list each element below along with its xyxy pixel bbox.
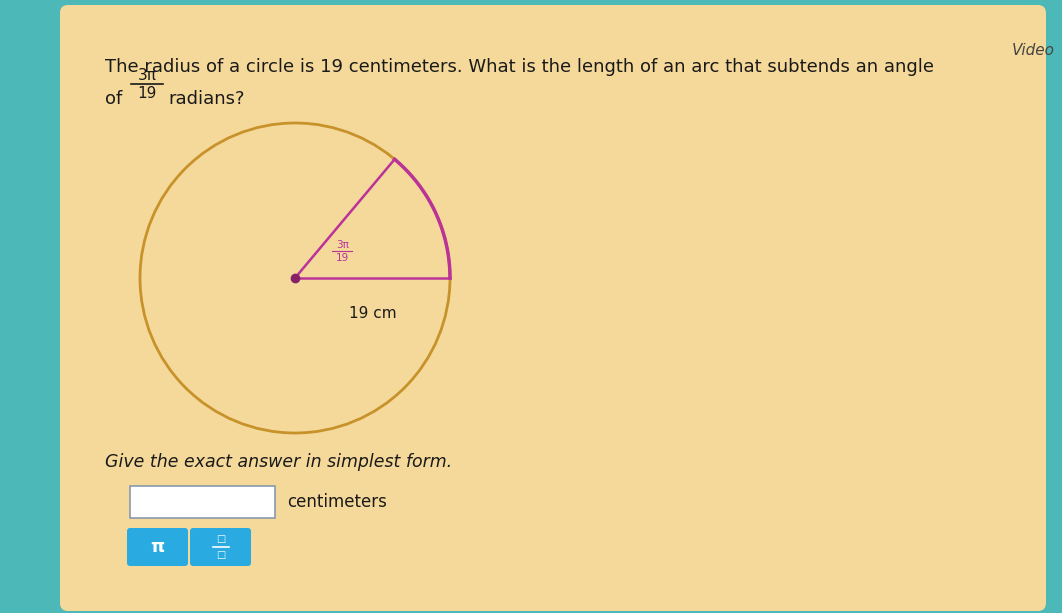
Text: 3π: 3π: [138, 68, 156, 83]
Text: 19: 19: [336, 253, 348, 264]
Text: Video: Video: [1012, 43, 1055, 58]
Text: radians?: radians?: [168, 90, 244, 108]
Text: 3π: 3π: [336, 240, 348, 250]
FancyBboxPatch shape: [190, 528, 251, 566]
Text: 19 cm: 19 cm: [348, 306, 396, 321]
Text: Give the exact answer in simplest form.: Give the exact answer in simplest form.: [105, 453, 452, 471]
FancyBboxPatch shape: [59, 5, 1046, 611]
Text: centimeters: centimeters: [287, 493, 387, 511]
Text: of: of: [105, 90, 122, 108]
Text: □: □: [216, 550, 225, 560]
Text: π: π: [151, 538, 165, 556]
Text: 19: 19: [137, 86, 157, 101]
FancyBboxPatch shape: [127, 528, 188, 566]
Text: □: □: [216, 534, 225, 544]
Text: The radius of a circle is 19 centimeters. What is the length of an arc that subt: The radius of a circle is 19 centimeters…: [105, 58, 933, 76]
FancyBboxPatch shape: [130, 486, 275, 518]
